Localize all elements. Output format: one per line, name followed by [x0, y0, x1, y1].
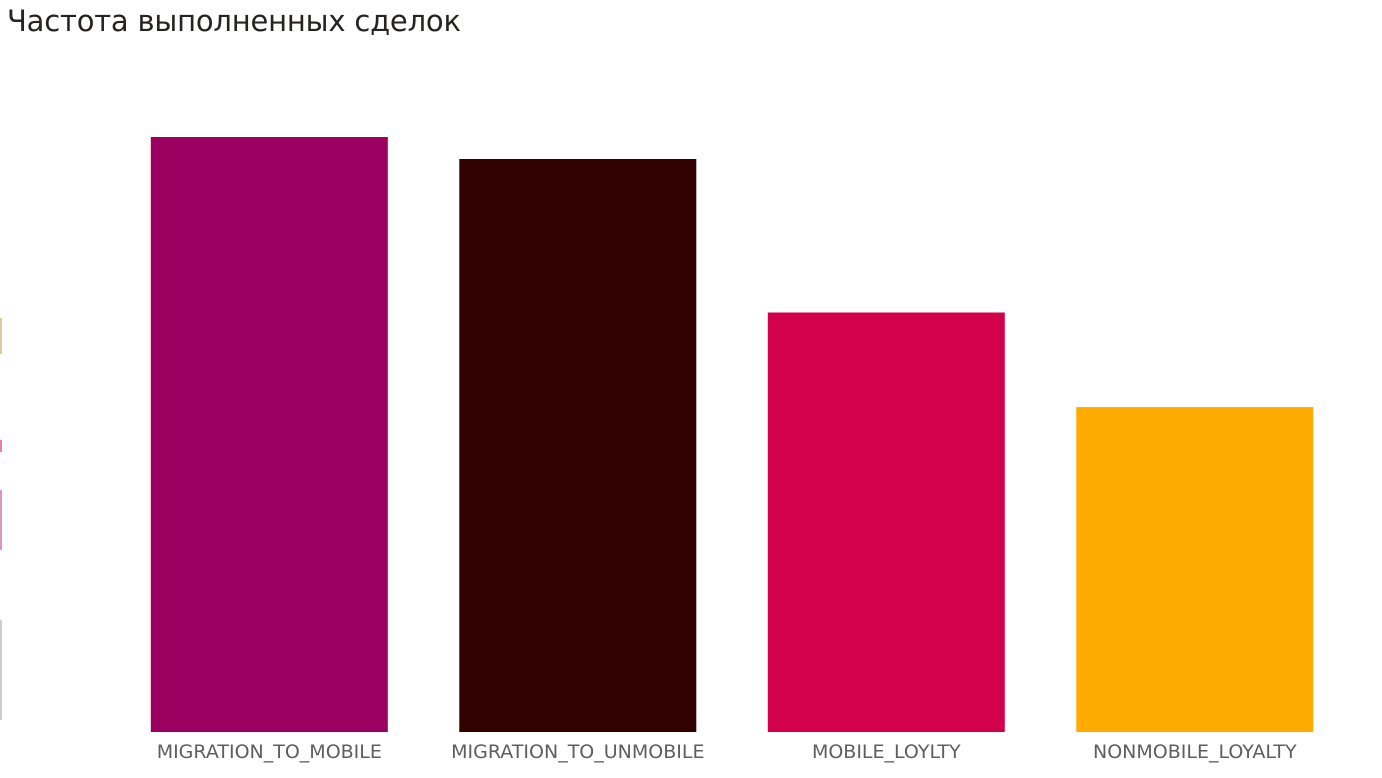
left-edge-mark	[0, 620, 2, 720]
x-tick-label: MOBILE_LOYLTY	[812, 741, 961, 763]
bar-migration-to-unmobile[interactable]	[459, 159, 697, 732]
chart-title: Частота выполненных сделок	[7, 4, 461, 38]
bars-group	[150, 137, 1314, 733]
bar-mobile-loylty[interactable]	[767, 312, 1005, 733]
x-axis-ticks: MIGRATION_TO_MOBILE MIGRATION_TO_UNMOBILE…	[157, 741, 1297, 763]
left-edge-mark	[0, 440, 2, 452]
x-tick-label: MIGRATION_TO_UNMOBILE	[451, 741, 704, 763]
left-edge-mark	[0, 318, 2, 354]
bar-nonmobile-loyalty[interactable]	[1076, 407, 1314, 732]
x-tick-label: NONMOBILE_LOYALTY	[1093, 741, 1297, 763]
bar-migration-to-mobile[interactable]	[150, 137, 388, 732]
x-tick-label: MIGRATION_TO_MOBILE	[157, 741, 382, 763]
left-edge-mark	[0, 490, 2, 550]
